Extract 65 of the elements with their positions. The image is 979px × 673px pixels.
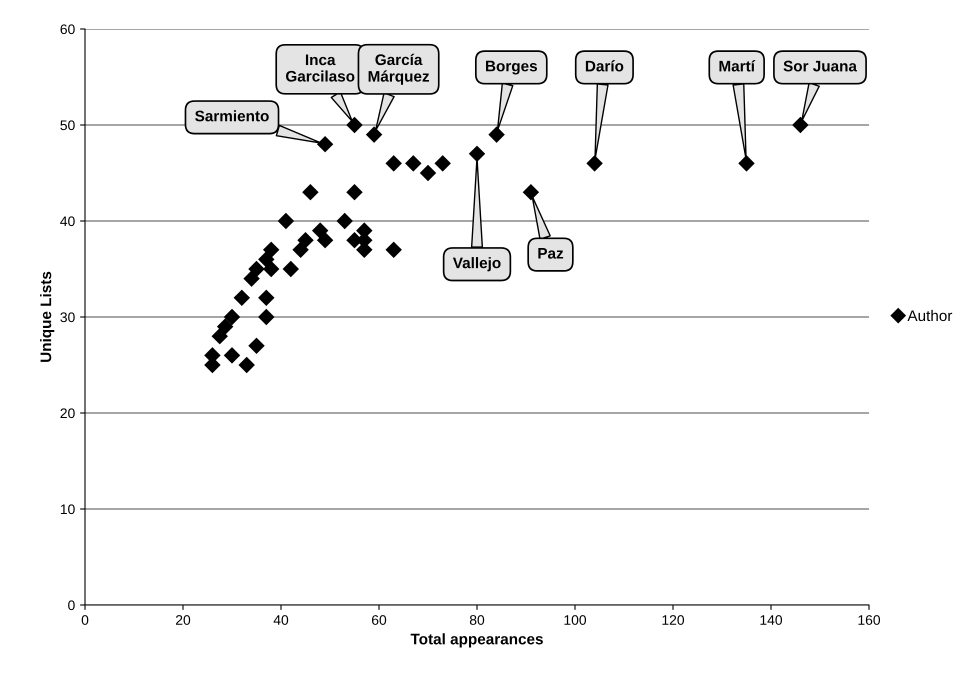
- point: [262, 242, 280, 258]
- point: [248, 260, 265, 278]
- annotation: Inca Garcilaso: [286, 54, 354, 82]
- x-tick-label: 40: [274, 615, 288, 625]
- x-tick-label: 160: [858, 615, 880, 625]
- y-tick-label: 50: [60, 120, 75, 130]
- point: [522, 184, 540, 200]
- annotation: Paz: [538, 248, 564, 259]
- point: [282, 260, 300, 278]
- y-tick-label: 40: [60, 216, 75, 226]
- point: [434, 155, 451, 172]
- x-tick-label: 60: [372, 615, 386, 625]
- annotation: Borges: [486, 60, 537, 75]
- x-axis-title: Total appearances: [410, 633, 543, 648]
- point: [212, 328, 228, 344]
- point: [420, 164, 436, 182]
- point: [258, 290, 275, 306]
- point: [258, 251, 275, 268]
- x-tick-label: 120: [662, 615, 684, 625]
- annotation: Sarmiento: [195, 110, 269, 122]
- annotation: García Márquez: [368, 54, 430, 85]
- point: [316, 136, 334, 152]
- y-tick-label: 60: [60, 24, 75, 34]
- point: [405, 155, 422, 172]
- legend-label: Author: [907, 310, 952, 322]
- point: [278, 212, 294, 230]
- y-tick-label: 0: [68, 600, 75, 610]
- point: [243, 270, 260, 287]
- y-tick-label: 10: [60, 504, 75, 514]
- point: [385, 155, 402, 172]
- point: [792, 116, 809, 134]
- x-tick-label: 80: [470, 615, 484, 625]
- x-tick-label: 140: [760, 615, 782, 625]
- point: [346, 184, 363, 200]
- point: [224, 347, 240, 364]
- point: [366, 126, 382, 143]
- point: [297, 232, 314, 248]
- x-tick-label: 0: [82, 615, 88, 625]
- point: [248, 338, 265, 354]
- point: [385, 242, 402, 258]
- point: [238, 356, 255, 374]
- point: [312, 222, 328, 239]
- point: [258, 308, 275, 326]
- point: [738, 155, 755, 172]
- point: [468, 146, 486, 162]
- point: [336, 212, 353, 230]
- point: [316, 232, 334, 248]
- x-tick-label: 20: [176, 615, 190, 625]
- y-axis-title: Unique Lists: [40, 272, 54, 362]
- annotation: Vallejo: [452, 257, 501, 272]
- point: [262, 260, 280, 278]
- annotation: Darío: [586, 60, 624, 72]
- point: [234, 290, 250, 306]
- point: [216, 318, 234, 335]
- point: [302, 184, 319, 200]
- y-tick-label: 20: [60, 408, 75, 418]
- point: [224, 308, 240, 326]
- point: [586, 155, 603, 172]
- point: [346, 116, 363, 134]
- annotation: Sor Juana: [784, 60, 858, 72]
- annotation: Martí: [719, 60, 756, 72]
- x-tick-label: 100: [564, 615, 586, 625]
- y-tick-label: 30: [60, 312, 75, 322]
- point: [292, 242, 309, 258]
- point: [488, 126, 505, 143]
